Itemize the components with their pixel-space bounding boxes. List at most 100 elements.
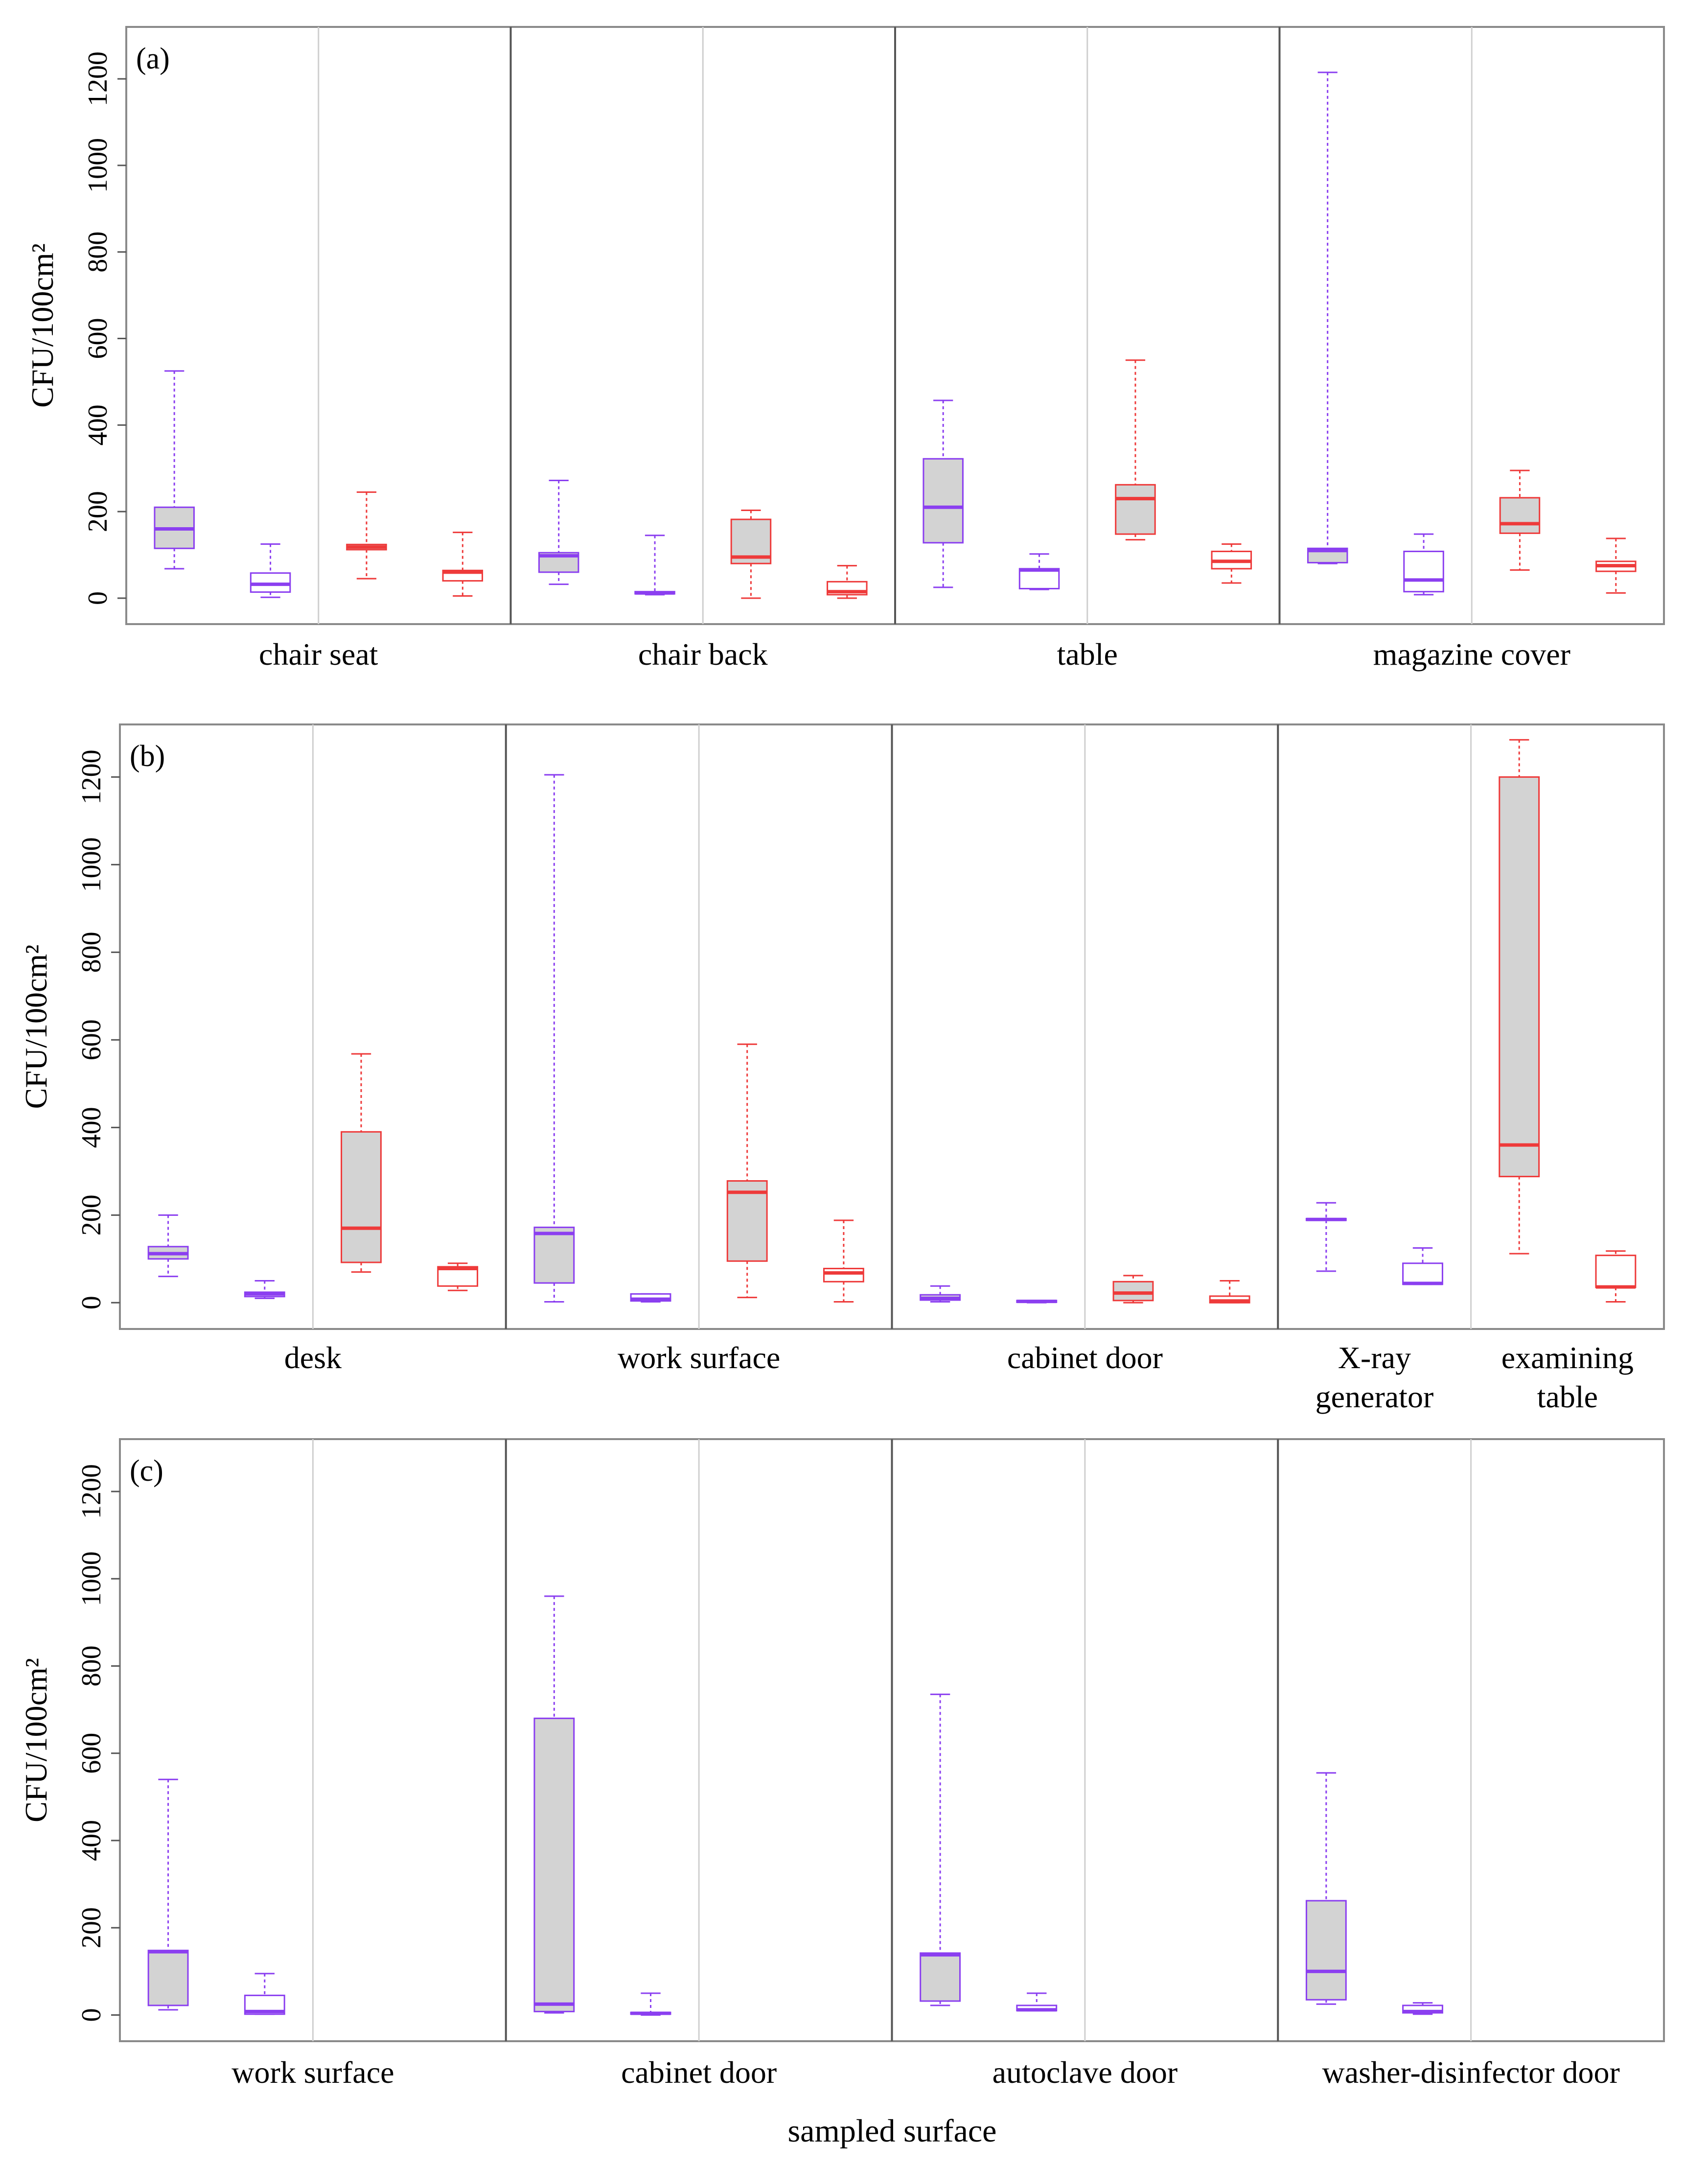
group-label: washer-disinfector door: [1322, 2055, 1619, 2090]
y-tick-label: 800: [83, 232, 113, 273]
y-tick-label: 1200: [76, 749, 107, 804]
iqr-box: [1115, 484, 1156, 535]
box-red-open: [1595, 537, 1637, 594]
iqr-box: [533, 1717, 575, 2012]
box-red-filled: [1499, 739, 1540, 1255]
box-purple-open: [634, 535, 675, 596]
box-red-open: [823, 1219, 864, 1303]
box-purple-open: [1018, 553, 1060, 590]
y-tick-label: 400: [76, 1820, 107, 1861]
box-purple-filled: [920, 1693, 961, 2006]
y-tick-label: 1000: [83, 138, 113, 193]
box-purple-filled: [923, 399, 964, 588]
box-purple-filled: [533, 774, 575, 1303]
box-purple-filled: [1307, 71, 1348, 564]
box-red-filled: [726, 1043, 768, 1299]
box-red-open: [1209, 1280, 1250, 1304]
y-tick-label: 200: [83, 491, 113, 532]
iqr-box: [923, 458, 964, 544]
panel-label: (a): [136, 42, 170, 75]
y-tick-label: 600: [76, 1019, 107, 1060]
box-purple-open: [244, 1973, 285, 2015]
box-red-filled: [341, 1053, 382, 1273]
panel-label: (c): [130, 1454, 163, 1488]
group-label: generator: [1316, 1379, 1434, 1414]
box-purple-filled: [920, 1285, 961, 1303]
panel-2: 0 200 400 600 800 1000 1200 CFU/100cm² (c) work s…: [19, 1438, 1665, 2090]
iqr-box: [533, 1226, 575, 1284]
box-red-filled: [346, 491, 387, 580]
box-purple-filled: [154, 370, 195, 570]
box-purple-open: [630, 1293, 671, 1303]
y-tick-label: 200: [76, 1194, 107, 1235]
iqr-box: [147, 1950, 189, 2006]
y-tick-label: 400: [83, 404, 113, 445]
group-label: table: [1057, 637, 1118, 672]
box-red-open: [1595, 1250, 1637, 1303]
box-purple-open: [1403, 533, 1444, 596]
group-label: cabinet door: [1007, 1340, 1163, 1375]
y-tick-label: 800: [76, 1645, 107, 1686]
box-red-open: [827, 565, 868, 599]
box-purple-filled: [1305, 1202, 1347, 1272]
y-tick-label: 800: [76, 932, 107, 973]
x-axis-title: sampled surface: [788, 2113, 997, 2149]
y-tick-label: 0: [76, 2008, 107, 2022]
group-label: work surface: [618, 1340, 780, 1375]
y-tick-label: 0: [83, 591, 113, 605]
box-red-open: [437, 1262, 479, 1291]
y-tick-label: 200: [76, 1907, 107, 1948]
box-purple-filled: [538, 479, 579, 585]
box-purple-open: [1402, 2002, 1443, 2015]
y-tick-label: 1200: [83, 51, 113, 106]
group-label: X-ray: [1338, 1340, 1411, 1375]
group-label: autoclave door: [992, 2055, 1178, 2090]
box-red-filled: [730, 509, 772, 599]
box-purple-open: [1016, 1992, 1058, 2012]
box-purple-open: [1402, 1247, 1443, 1285]
y-axis-title: CFU/100cm²: [19, 1658, 53, 1822]
iqr-box: [726, 1180, 768, 1262]
box-purple-filled: [533, 1595, 575, 2014]
y-axis-title: CFU/100cm²: [19, 945, 53, 1109]
box-purple-open: [1016, 1300, 1058, 1304]
box-purple-filled: [1305, 1772, 1347, 2005]
iqr-box: [1499, 776, 1540, 1178]
y-axis-title: CFU/100cm²: [25, 243, 60, 408]
y-tick-label: 600: [83, 318, 113, 359]
group-label: cabinet door: [621, 2055, 777, 2090]
group-label: chair back: [638, 637, 768, 672]
group-label: desk: [284, 1340, 342, 1375]
box-purple-filled: [147, 1214, 189, 1278]
group-label: work surface: [231, 2055, 394, 2090]
group-label: table: [1537, 1379, 1598, 1414]
box-red-filled: [1112, 1275, 1154, 1304]
box-red-filled: [1499, 469, 1541, 571]
iqr-box: [1402, 1262, 1443, 1285]
panel-1: 0 200 400 600 800 1000 1200 CFU/100cm² (b) desk wo…: [19, 723, 1665, 1414]
y-tick-label: 1000: [76, 1551, 107, 1606]
y-tick-label: 1000: [76, 837, 107, 892]
panel-label: (b): [130, 740, 165, 773]
box-red-open: [1211, 543, 1252, 584]
iqr-box: [823, 1268, 864, 1282]
iqr-box: [1595, 1255, 1637, 1288]
iqr-box: [1112, 1281, 1154, 1302]
iqr-box: [1403, 550, 1444, 593]
iqr-box: [1499, 497, 1541, 534]
group-label: examining: [1501, 1340, 1634, 1375]
box-red-filled: [1115, 359, 1156, 541]
y-tick-label: 600: [76, 1733, 107, 1774]
iqr-box: [341, 1131, 382, 1263]
box-purple-open: [244, 1280, 285, 1299]
group-label: chair seat: [259, 637, 378, 672]
box-purple-open: [250, 543, 291, 598]
group-label: magazine cover: [1373, 637, 1570, 672]
panel-0: 0 200 400 600 800 1000 1200 CFU/100cm² (a) chair …: [25, 26, 1665, 672]
box-purple-filled: [147, 1778, 189, 2011]
iqr-box: [920, 1952, 961, 2002]
box-purple-open: [630, 1992, 671, 2016]
y-tick-label: 0: [76, 1296, 107, 1309]
box-red-open: [442, 532, 484, 597]
